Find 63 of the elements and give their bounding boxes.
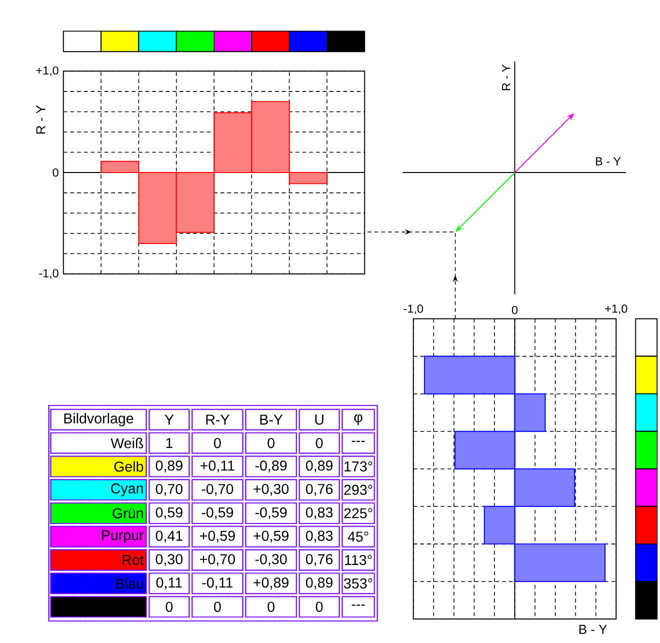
text: 0,59: [156, 507, 182, 519]
text: 0,83: [306, 507, 333, 519]
text: +0,30: [254, 484, 289, 496]
y-tick-label: -1,0: [39, 268, 58, 279]
text: +0,59: [254, 530, 288, 542]
text: 0: [268, 438, 274, 448]
text: 225°: [344, 508, 372, 518]
text: 0: [166, 602, 173, 612]
text: Bildvorlage: [64, 412, 134, 426]
text: ---: [352, 440, 365, 442]
text: 0,70: [156, 484, 183, 496]
text: -0,30: [255, 554, 287, 566]
text: 0,89: [306, 460, 333, 472]
text: 1: [166, 438, 172, 448]
x-axis-title: B - Y: [596, 157, 621, 166]
text: 0: [268, 602, 274, 612]
category-label: Weiß: [110, 438, 144, 448]
category-label: φ: [354, 414, 362, 425]
text: -0,59: [202, 507, 234, 519]
y-tick-label: +1,0: [36, 66, 58, 76]
text: 0,30: [156, 554, 183, 566]
text: 113°: [345, 554, 372, 565]
text: 0: [316, 602, 323, 612]
x-tick-label: -1,0: [404, 304, 423, 314]
text: +0,70: [200, 554, 235, 566]
category-label: B-Y: [260, 414, 283, 424]
text: -0,89: [255, 460, 287, 472]
category-label: Rot: [122, 554, 144, 565]
x-tick-label: +1,0: [605, 304, 628, 314]
text: 0: [316, 438, 323, 448]
text: 0,83: [306, 530, 333, 542]
category-label: Grün: [112, 508, 143, 518]
category-label: Purpur: [102, 530, 144, 543]
text: +0,89: [254, 577, 288, 590]
x-tick-label: 0: [512, 306, 518, 314]
text: 0: [214, 438, 221, 448]
text: 293°: [344, 484, 372, 495]
text: 0,11: [156, 577, 182, 590]
text: -0,59: [255, 507, 287, 519]
text: 0,89: [156, 460, 182, 472]
category-label: Blau: [116, 578, 143, 588]
text: ---: [352, 604, 365, 606]
category-label: Y: [164, 414, 174, 424]
text: -0,11: [202, 577, 232, 590]
text: 0: [214, 602, 221, 612]
text: 173°: [344, 461, 372, 472]
text: 0,76: [306, 554, 333, 566]
y-axis-title: R - Y: [502, 64, 510, 90]
category-label: Cyan: [111, 483, 143, 496]
category-label: U: [315, 414, 324, 424]
text: -0,70: [202, 484, 234, 496]
text: +0,11: [200, 460, 234, 472]
text: 0,41: [156, 530, 182, 542]
text: +0,59: [200, 530, 235, 542]
text: 45°: [348, 531, 368, 542]
text: 353°: [344, 578, 372, 588]
text: 0,76: [306, 484, 333, 496]
text: 0,89: [306, 577, 333, 590]
y-tick-label: 0: [52, 168, 58, 176]
category-label: R-Y: [206, 414, 230, 424]
x-axis-title: B - Y: [579, 624, 607, 634]
y-axis-title: R - Y: [36, 105, 46, 134]
category-label: Gelb: [114, 461, 144, 472]
